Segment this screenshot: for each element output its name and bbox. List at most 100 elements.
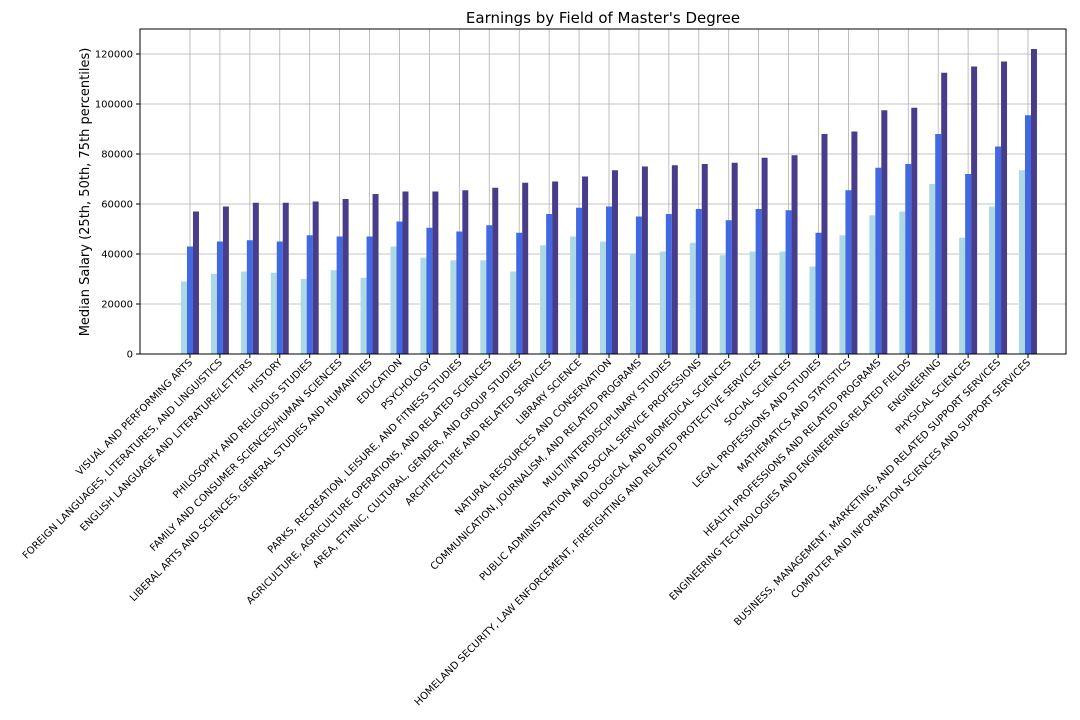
bar-series-1: [629, 254, 636, 354]
bar-series-1: [839, 235, 846, 354]
bar-series-3: [971, 66, 978, 354]
bar-series-1: [600, 241, 606, 354]
bar-series-3: [881, 110, 888, 354]
bar-series-2: [995, 146, 1002, 354]
bar-series-2: [875, 167, 882, 354]
bar-series-3: [282, 202, 289, 354]
bar-series-3: [582, 176, 589, 354]
bar-series-2: [516, 232, 523, 354]
bar-series-1: [181, 281, 187, 354]
bar-series-1: [749, 251, 756, 354]
bar-series-1: [420, 257, 427, 354]
bar-series-2: [725, 220, 732, 354]
bar-series-2: [785, 210, 792, 354]
bar-series-3: [312, 201, 319, 354]
bar-series-1: [899, 211, 906, 354]
y-tick-label: 100000: [95, 100, 133, 111]
y-axis-label: Median Salary (25th, 50th, 75th percenti…: [78, 48, 93, 337]
bar-series-2: [246, 240, 253, 354]
bar-series-2: [306, 235, 313, 354]
bar-series-3: [911, 107, 918, 354]
bar-series-1: [330, 270, 337, 354]
chart-title: Earnings by Field of Master's Degree: [466, 9, 740, 27]
bar-series-1: [959, 237, 966, 354]
bar-series-3: [192, 211, 199, 354]
bar-series-3: [641, 166, 648, 354]
bar-series-3: [522, 182, 529, 354]
bar-series-2: [276, 241, 283, 354]
bar-series-1: [540, 245, 547, 354]
y-tick-label: 120000: [95, 50, 133, 61]
bar-series-3: [1030, 49, 1037, 354]
bar-series-2: [845, 190, 852, 354]
y-ticks: 0 20000 40000 60000 80000 100000 120000: [95, 50, 140, 361]
bar-series-2: [905, 164, 912, 354]
bar-series-3: [492, 187, 499, 354]
x-tick-label: ENGINEERING: [886, 357, 943, 414]
bar-series-2: [546, 214, 553, 354]
bar-series-1: [570, 236, 577, 354]
bar-series-2: [755, 209, 762, 354]
bar-series-3: [701, 164, 708, 354]
bar-series-2: [336, 236, 343, 354]
bar-series-2: [366, 236, 373, 354]
bar-series-1: [659, 251, 666, 354]
bar-series-1: [360, 277, 367, 354]
bar-series-3: [1001, 61, 1008, 354]
bar-series-2: [186, 246, 193, 354]
x-tick-label: PARKS, RECREATION, LEISURE, AND FITNESS …: [266, 357, 464, 555]
bar-series-1: [869, 215, 876, 354]
y-tick-label: 40000: [101, 250, 133, 261]
bar-series-3: [821, 134, 828, 354]
bar-series-3: [552, 181, 559, 354]
bars-layer: [181, 49, 1037, 354]
bar-series-2: [396, 221, 403, 354]
bar-series-1: [210, 274, 217, 354]
bar-series-2: [965, 174, 972, 354]
bar-series-2: [665, 214, 672, 354]
bar-series-2: [456, 231, 463, 354]
bar-series-2: [216, 241, 223, 354]
x-tick-label: VISUAL AND PERFORMING ARTS: [74, 357, 195, 478]
y-tick-label: 60000: [101, 200, 133, 211]
bar-series-1: [779, 251, 786, 354]
bar-series-2: [635, 216, 642, 354]
bar-series-3: [941, 72, 948, 354]
bar-series-3: [252, 202, 259, 354]
bar-series-2: [605, 206, 612, 354]
bar-series-3: [402, 191, 409, 354]
bar-series-1: [300, 279, 307, 354]
bar-series-3: [342, 199, 349, 354]
bar-series-2: [426, 227, 433, 354]
bar-series-2: [815, 232, 822, 354]
bar-series-3: [611, 170, 618, 354]
bar-series-3: [761, 157, 768, 354]
bar-series-1: [510, 271, 517, 354]
y-tick-label: 80000: [101, 150, 133, 161]
bar-series-1: [270, 272, 277, 354]
y-tick-label: 20000: [101, 300, 133, 311]
bar-series-2: [1024, 115, 1031, 354]
plot-frame: [139, 28, 1067, 355]
bar-series-2: [576, 207, 583, 354]
bar-series-3: [372, 194, 379, 354]
bar-series-1: [390, 246, 397, 354]
bar-series-1: [689, 242, 696, 354]
bar-series-1: [989, 206, 996, 354]
bar-series-1: [1019, 170, 1025, 354]
bar-series-1: [929, 184, 936, 354]
bar-series-1: [809, 266, 816, 354]
bar-series-2: [486, 225, 493, 354]
bar-series-3: [462, 190, 469, 354]
bar-series-1: [450, 260, 457, 354]
bar-series-2: [695, 209, 702, 354]
bar-series-1: [719, 255, 726, 354]
bar-series-3: [222, 206, 229, 354]
x-tick-label: PHILOSOPHY AND RELIGIOUS STUDIES: [171, 357, 315, 501]
bar-series-3: [851, 131, 858, 354]
bar-series-3: [731, 162, 738, 354]
bar-series-1: [480, 260, 487, 354]
bar-series-1: [240, 271, 247, 354]
